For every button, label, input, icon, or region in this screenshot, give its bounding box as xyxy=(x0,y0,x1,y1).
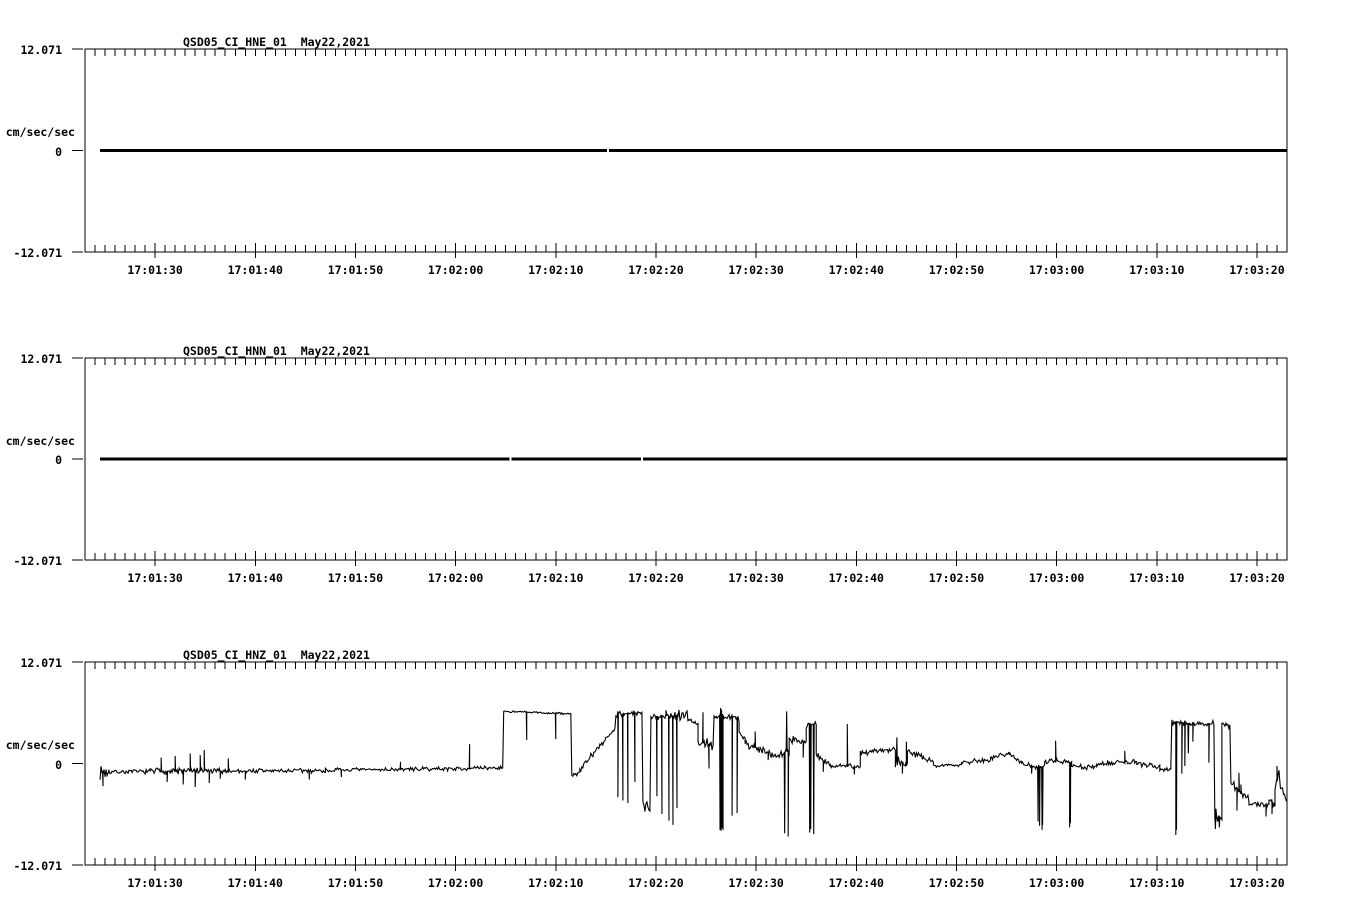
x-tick-label: 17:01:40 xyxy=(228,571,283,585)
x-tick-label: 17:02:30 xyxy=(728,571,783,585)
x-tick-label: 17:02:00 xyxy=(428,571,483,585)
waveform-hnz xyxy=(99,707,1288,837)
x-tick-label: 17:03:10 xyxy=(1129,263,1184,277)
x-tick-label: 17:02:10 xyxy=(528,263,583,277)
axis-ticks xyxy=(72,357,1278,566)
axis-ticks xyxy=(72,661,1278,871)
x-tick-label: 17:01:50 xyxy=(328,571,383,585)
x-tick-label: 17:03:00 xyxy=(1029,876,1084,890)
seismogram-panel-hnn: 17:01:30 17:01:40 17:01:50 17:02:00 17:02:10… xyxy=(72,357,1288,585)
x-tick-label: 17:02:00 xyxy=(428,876,483,890)
x-tick-label: 17:01:50 xyxy=(328,876,383,890)
x-tick-label: 17:02:40 xyxy=(829,876,884,890)
x-tick-label: 17:02:10 xyxy=(528,571,583,585)
x-tick-label: 17:02:40 xyxy=(829,571,884,585)
x-tick-label: 17:01:30 xyxy=(127,571,182,585)
x-tick-label: 17:01:30 xyxy=(127,263,182,277)
x-tick-label: 17:02:30 xyxy=(728,263,783,277)
x-tick-label: 17:02:10 xyxy=(528,876,583,890)
x-tick-label: 17:01:40 xyxy=(228,263,283,277)
x-tick-label: 17:02:30 xyxy=(728,876,783,890)
x-tick-label: 17:03:20 xyxy=(1229,876,1284,890)
x-axis-labels: 17:01:30 17:01:40 17:01:50 17:02:00 17:02:10… xyxy=(127,876,1284,890)
x-tick-label: 17:02:20 xyxy=(628,263,683,277)
x-tick-label: 17:03:10 xyxy=(1129,571,1184,585)
x-tick-label: 17:03:00 xyxy=(1029,571,1084,585)
x-tick-label: 17:02:40 xyxy=(829,263,884,277)
x-tick-label: 17:02:20 xyxy=(628,571,683,585)
x-tick-label: 17:02:00 xyxy=(428,263,483,277)
seismogram-panel-hnz: 17:01:30 17:01:40 17:01:50 17:02:00 17:02:10… xyxy=(72,661,1288,890)
x-axis-labels: 17:01:30 17:01:40 17:01:50 17:02:00 17:02:10… xyxy=(127,571,1284,585)
x-axis-labels: 17:01:30 17:01:40 17:01:50 17:02:00 17:02:10… xyxy=(127,263,1284,277)
x-tick-label: 17:03:00 xyxy=(1029,263,1084,277)
x-tick-label: 17:02:50 xyxy=(929,263,984,277)
x-tick-label: 17:03:20 xyxy=(1229,571,1284,585)
x-tick-label: 17:02:20 xyxy=(628,876,683,890)
seismogram-panel-hne: 17:01:30 17:01:40 17:01:50 17:02:00 17:02:10… xyxy=(72,48,1288,277)
x-tick-label: 17:01:30 xyxy=(127,876,182,890)
x-tick-label: 17:01:50 xyxy=(328,263,383,277)
x-tick-label: 17:01:40 xyxy=(228,876,283,890)
x-tick-label: 17:03:10 xyxy=(1129,876,1184,890)
x-tick-label: 17:02:50 xyxy=(929,876,984,890)
axis-ticks xyxy=(72,48,1278,258)
x-tick-label: 17:02:50 xyxy=(929,571,984,585)
x-tick-label: 17:03:20 xyxy=(1229,263,1284,277)
